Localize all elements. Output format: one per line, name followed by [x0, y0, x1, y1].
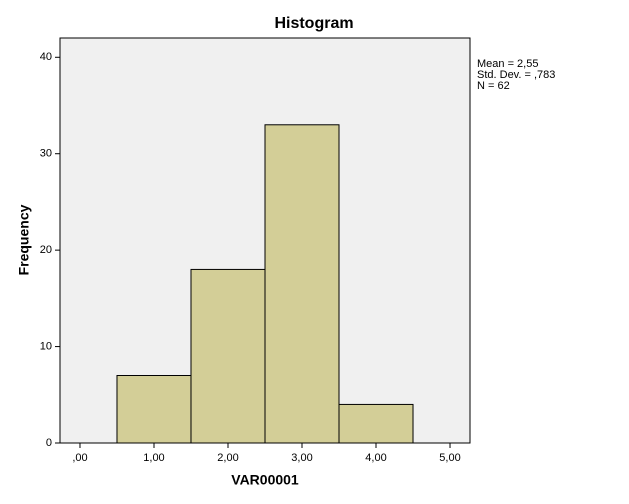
bar	[264, 124, 340, 444]
y-tick-label: 40	[40, 51, 52, 63]
stats-annotation: Std. Dev. = ,783	[477, 69, 555, 81]
y-tick-label: 0	[46, 437, 52, 449]
bar	[116, 375, 192, 444]
y-tick-label: 20	[40, 244, 52, 256]
stats-annotation: Mean = 2,55	[477, 58, 538, 70]
x-tick-label: 3,00	[291, 452, 312, 464]
x-tick-label: 4,00	[365, 452, 386, 464]
x-tick-label: 5,00	[439, 452, 460, 464]
x-axis-title: VAR00001	[231, 472, 299, 488]
x-tick-label: ,00	[72, 452, 87, 464]
chart-title: Histogram	[274, 15, 353, 32]
y-tick-label: 30	[40, 148, 52, 160]
x-tick-label: 2,00	[217, 452, 238, 464]
bar	[338, 403, 414, 444]
bar	[190, 268, 266, 444]
stats-annotation: N = 62	[477, 80, 510, 92]
y-axis-title: Frequency	[16, 204, 32, 275]
x-tick-label: 1,00	[143, 452, 164, 464]
y-tick-label: 10	[40, 340, 52, 352]
